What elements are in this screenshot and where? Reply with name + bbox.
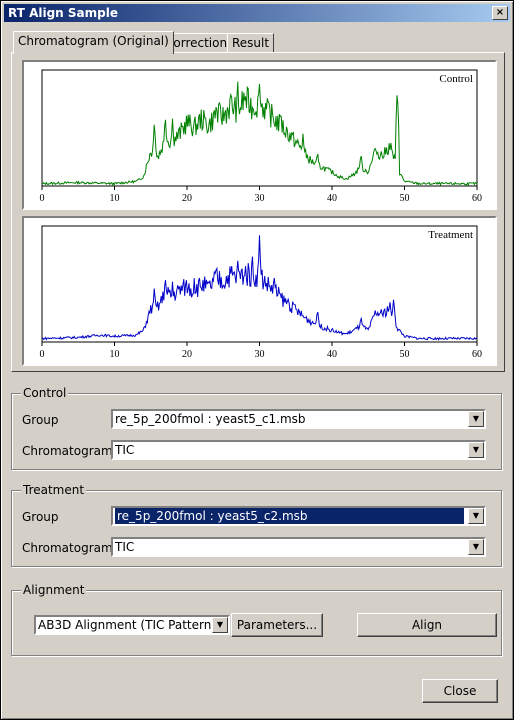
alignment-method-select[interactable]: AB3D Alignment (TIC Pattern) ▼: [34, 615, 230, 635]
close-button[interactable]: Close: [422, 679, 498, 703]
control-chart-svg: 0 10 20 30 40 50 60 Control: [40, 69, 482, 204]
close-icon[interactable]: ×: [492, 6, 508, 20]
tab-label: Chromatogram (Original): [18, 34, 169, 48]
control-group-value: re_5p_200fmol : yeast5_c1.msb: [115, 412, 306, 426]
treatment-group-label: Group: [22, 510, 59, 524]
treatment-chromatogram-label: Chromatogram: [22, 541, 113, 555]
tab-label: Correction: [165, 36, 228, 50]
control-chart: 0 10 20 30 40 50 60 Control: [22, 60, 497, 210]
parameters-button[interactable]: Parameters...: [231, 613, 323, 637]
treatment-chromatogram-value: TIC: [115, 540, 135, 554]
x-tick-label: 50: [400, 349, 410, 360]
x-tick-label: 30: [255, 349, 265, 360]
control-chromatogram-label: Chromatogram: [22, 444, 113, 458]
series-line: [41, 81, 478, 187]
title-bar: RT Align Sample ×: [4, 4, 510, 22]
align-button[interactable]: Align: [357, 613, 497, 637]
x-tick-label: 10: [110, 193, 120, 204]
alignment-group: Alignment AB3D Alignment (TIC Pattern) ▼…: [11, 583, 502, 656]
chevron-down-icon[interactable]: ▼: [468, 411, 484, 427]
x-tick-label: 40: [327, 193, 337, 204]
series-line: [41, 235, 478, 341]
treatment-group-select[interactable]: re_5p_200fmol : yeast5_c2.msb ▼: [111, 506, 486, 526]
x-tick-label: 50: [400, 193, 410, 204]
x-tick-label: 40: [327, 349, 337, 360]
tab-correction[interactable]: Correction: [160, 33, 233, 53]
x-tick-label: 0: [40, 193, 45, 204]
alignment-legend: Alignment: [21, 583, 87, 597]
x-tick-label: 30: [255, 193, 265, 204]
x-tick-label: 0: [40, 349, 45, 360]
treatment-chart-svg: 0 10 20 30 40 50 60 Treatment: [40, 225, 482, 360]
chart-label: Treatment: [428, 229, 473, 241]
window-title: RT Align Sample: [8, 6, 118, 20]
treatment-group-value: re_5p_200fmol : yeast5_c2.msb: [114, 508, 465, 524]
chevron-down-icon[interactable]: ▼: [468, 508, 484, 524]
control-group: Control Group re_5p_200fmol : yeast5_c1.…: [11, 386, 502, 470]
tab-result[interactable]: Result: [227, 33, 275, 53]
control-legend: Control: [21, 386, 69, 400]
control-chromatogram-value: TIC: [115, 443, 135, 457]
chart-label: Control: [439, 73, 473, 85]
control-chromatogram-select[interactable]: TIC ▼: [111, 440, 486, 460]
x-tick-label: 60: [472, 193, 482, 204]
tab-panel: 0 10 20 30 40 50 60 Control 0 10 20 30 40 50 60 Treatm…: [11, 52, 505, 372]
x-tick-label: 10: [110, 349, 120, 360]
tab-label: Result: [232, 36, 270, 50]
alignment-method-value: AB3D Alignment (TIC Pattern): [38, 618, 217, 632]
control-group-select[interactable]: re_5p_200fmol : yeast5_c1.msb ▼: [111, 409, 486, 429]
treatment-group: Treatment Group re_5p_200fmol : yeast5_c…: [11, 483, 502, 567]
x-tick-label: 20: [182, 349, 192, 360]
x-tick-label: 60: [472, 349, 482, 360]
x-tick-label: 20: [182, 193, 192, 204]
treatment-chart: 0 10 20 30 40 50 60 Treatment: [22, 216, 497, 366]
chevron-down-icon[interactable]: ▼: [468, 539, 484, 555]
control-group-label: Group: [22, 413, 59, 427]
tab-chromatogram-original[interactable]: Chromatogram (Original): [13, 31, 174, 54]
treatment-legend: Treatment: [21, 483, 87, 497]
chevron-down-icon[interactable]: ▼: [212, 617, 228, 633]
treatment-chromatogram-select[interactable]: TIC ▼: [111, 537, 486, 557]
chevron-down-icon[interactable]: ▼: [468, 442, 484, 458]
